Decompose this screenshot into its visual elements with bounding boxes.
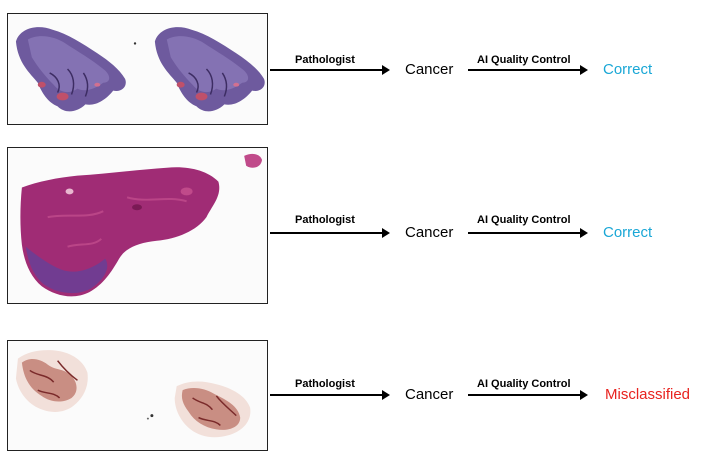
- row-3: Pathologist Cancer AI Quality Control Mi…: [0, 330, 720, 455]
- result-text: Misclassified: [605, 386, 691, 403]
- arrow-pathologist: [270, 65, 390, 75]
- arrow-label-pathologist: Pathologist: [295, 214, 355, 226]
- row-2: Pathologist Cancer AI Quality Control Co…: [0, 140, 720, 310]
- arrow-label-pathologist: Pathologist: [295, 54, 355, 66]
- arrow-pathologist: [270, 228, 390, 238]
- diagnosis-text: Cancer: [405, 386, 454, 403]
- arrow-ai-quality-control: [468, 228, 588, 238]
- arrow-label-pathologist: Pathologist: [295, 378, 355, 390]
- arrow-label-ai-quality-control: AI Quality Control: [477, 54, 571, 66]
- diagnosis-text: Cancer: [405, 61, 454, 78]
- arrow-pathologist: [270, 390, 390, 400]
- arrow-ai-quality-control: [468, 390, 588, 400]
- result-text: Correct: [603, 61, 653, 78]
- tissue-image-2: [20, 153, 263, 297]
- arrow-ai-quality-control: [468, 65, 588, 75]
- tissue-image-1: [15, 27, 265, 112]
- slide-image-3: [7, 340, 268, 451]
- diagnosis-text: Cancer: [405, 224, 454, 241]
- result-text: Correct: [603, 224, 653, 241]
- arrow-label-ai-quality-control: AI Quality Control: [477, 214, 571, 226]
- slide-image-2: [7, 147, 268, 304]
- row-1: Pathologist Cancer AI Quality Control Co…: [0, 0, 720, 130]
- arrow-label-ai-quality-control: AI Quality Control: [477, 378, 571, 390]
- slide-image-1: [7, 13, 268, 125]
- tissue-image-3: [15, 350, 251, 438]
